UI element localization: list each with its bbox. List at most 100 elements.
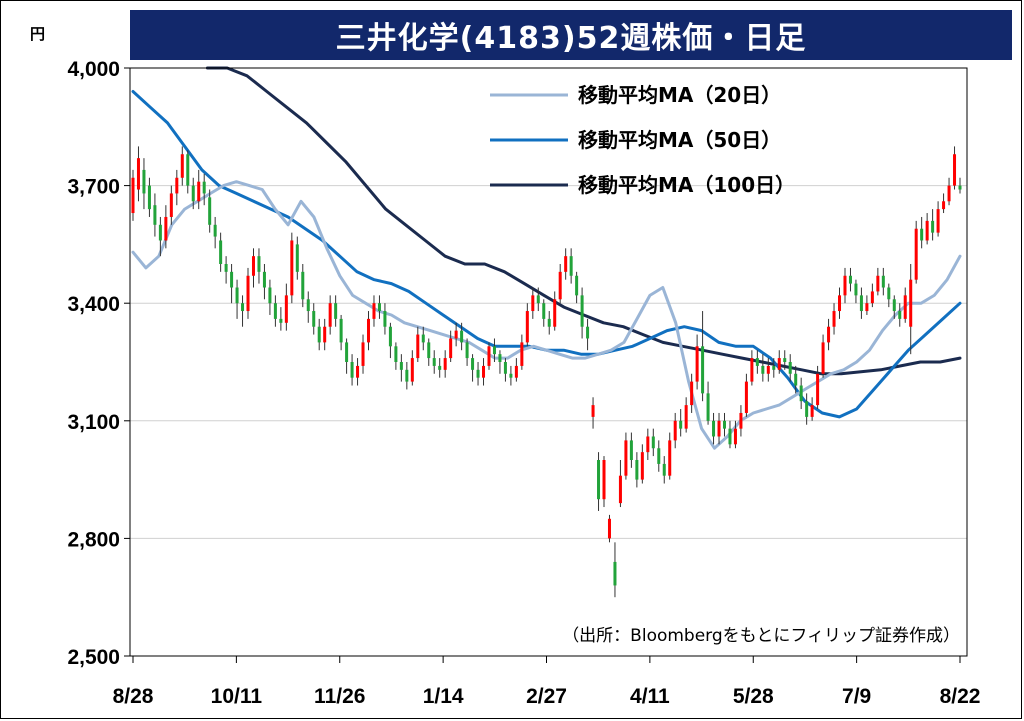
candle — [651, 428, 655, 457]
candle-body — [388, 326, 392, 347]
candle-body — [827, 326, 831, 343]
candle-body — [925, 220, 929, 241]
candle — [832, 303, 836, 335]
candle — [531, 287, 535, 319]
candle — [722, 412, 727, 437]
candle-body — [136, 158, 140, 190]
candle-body — [525, 311, 529, 343]
candle-body — [876, 275, 880, 292]
candle-body — [482, 365, 486, 378]
candle-body — [476, 369, 480, 378]
candle — [169, 185, 173, 225]
candle — [306, 291, 310, 323]
candle-body — [761, 365, 765, 374]
candle-body — [936, 209, 940, 233]
candle — [668, 432, 672, 480]
candle-body — [750, 358, 754, 382]
candle — [602, 456, 606, 508]
candle — [339, 314, 343, 351]
candle-body — [334, 303, 338, 319]
candle-body — [416, 334, 420, 359]
candle-body — [202, 181, 206, 194]
candle-body — [553, 299, 557, 327]
y-tick-label: 2,800 — [67, 528, 120, 551]
candle — [690, 373, 694, 413]
chart-title: 三井化学(4183)52週株価・日足 — [130, 10, 1012, 60]
candle — [909, 264, 913, 355]
candle-body — [356, 365, 360, 378]
candle-body — [142, 169, 146, 194]
candle — [175, 169, 179, 206]
candle-body — [953, 154, 957, 186]
candle — [230, 264, 234, 304]
candle-body — [175, 177, 179, 194]
candle-body — [520, 342, 524, 366]
legend-label: 移動平均MA（100日） — [578, 173, 795, 197]
candle — [224, 256, 228, 284]
candle — [859, 287, 863, 319]
candle — [273, 295, 277, 327]
candle-body — [443, 358, 447, 370]
candle — [547, 311, 551, 335]
candle — [931, 209, 935, 241]
candle-body — [958, 185, 962, 190]
candle — [498, 350, 502, 374]
candle — [158, 216, 162, 257]
candle-body — [169, 193, 173, 217]
candle — [350, 354, 354, 386]
candle-body — [838, 295, 842, 312]
candle-body — [657, 448, 661, 464]
candle-body — [460, 330, 464, 343]
gridlines — [130, 185, 967, 539]
candle — [646, 428, 650, 460]
candle — [388, 322, 392, 359]
candle-body — [717, 420, 721, 437]
candle — [432, 350, 436, 374]
candle-body — [213, 224, 217, 237]
candle — [476, 362, 480, 386]
candle — [503, 358, 507, 382]
candle-body — [848, 275, 852, 284]
x-tick-label: 1/14 — [423, 685, 464, 708]
candle-body — [755, 358, 759, 366]
candle-body — [772, 365, 776, 370]
ma20-line — [131, 180, 962, 450]
candle — [755, 350, 759, 374]
candle — [586, 318, 590, 351]
candle — [733, 420, 737, 449]
candle — [640, 444, 644, 484]
candle-body — [728, 428, 732, 445]
candle — [262, 264, 266, 300]
candle — [471, 354, 475, 382]
candle — [427, 338, 431, 366]
x-tick-label: 8/22 — [940, 685, 981, 708]
moving-average-lines — [131, 66, 962, 450]
candle — [405, 362, 409, 390]
candle-body — [788, 362, 792, 374]
x-tick-label: 8/28 — [113, 685, 154, 708]
candle-body — [361, 342, 365, 366]
candle — [794, 365, 798, 394]
candle — [383, 303, 387, 335]
candle-body — [597, 460, 601, 500]
candle — [164, 205, 168, 249]
candle-body — [164, 216, 168, 241]
candle — [454, 322, 458, 347]
candle — [492, 338, 496, 362]
candle-body — [712, 420, 716, 437]
candle — [257, 248, 261, 284]
candle-body — [339, 318, 343, 343]
candle-body — [766, 365, 770, 374]
candle — [323, 318, 327, 351]
candle-body — [618, 475, 622, 504]
candle-body — [301, 271, 305, 300]
y-tick-label: 3,100 — [67, 411, 120, 434]
candle-body — [733, 428, 737, 445]
candle-body — [783, 358, 787, 362]
candle — [821, 334, 825, 378]
candle — [312, 303, 316, 335]
candle — [881, 267, 885, 296]
candle — [345, 338, 349, 374]
candle — [788, 354, 792, 382]
candle — [136, 146, 140, 202]
